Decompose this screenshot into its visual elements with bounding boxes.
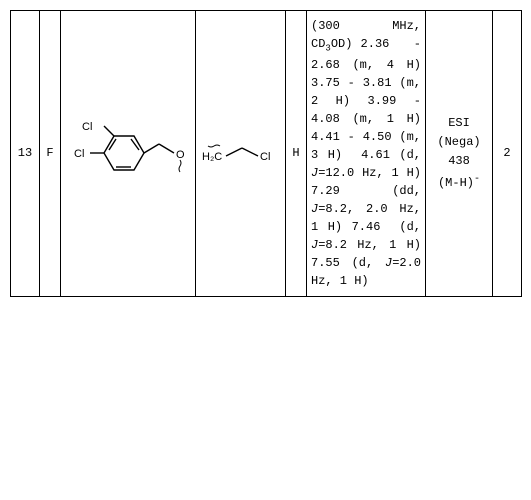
benzyl-structure-icon: Cl Cl O (64, 118, 192, 188)
ms-line: ESI (428, 114, 490, 133)
data-table: 13 F Cl Cl O (10, 10, 522, 297)
ms-line: (Nega) (428, 133, 490, 152)
cell-structure-main: Cl Cl O (61, 11, 196, 297)
chloroethyl-icon: H₂C Cl (200, 138, 282, 168)
cl-label: Cl (82, 121, 92, 133)
ms-line: 438 (428, 152, 490, 171)
o-label: O (176, 149, 185, 161)
ms-line: (M-H)- (428, 172, 490, 193)
cell-method: 2 (493, 11, 522, 297)
h2c-label: H₂C (202, 151, 222, 163)
cell-h: H (286, 11, 307, 297)
cl-label: Cl (74, 148, 84, 160)
cell-f: F (40, 11, 61, 297)
cell-ms: ESI (Nega) 438 (M-H)- (426, 11, 493, 297)
nmr-text: (300 MHz, CD3OD) 2.36 - 2.68 (m, 4 H) 3.… (311, 17, 421, 290)
cell-nmr: (300 MHz, CD3OD) 2.36 - 2.68 (m, 4 H) 3.… (307, 11, 426, 297)
cell-structure-frag: H₂C Cl (196, 11, 286, 297)
cell-number: 13 (11, 11, 40, 297)
table-row: 13 F Cl Cl O (11, 11, 522, 297)
cl-label: Cl (260, 151, 270, 163)
